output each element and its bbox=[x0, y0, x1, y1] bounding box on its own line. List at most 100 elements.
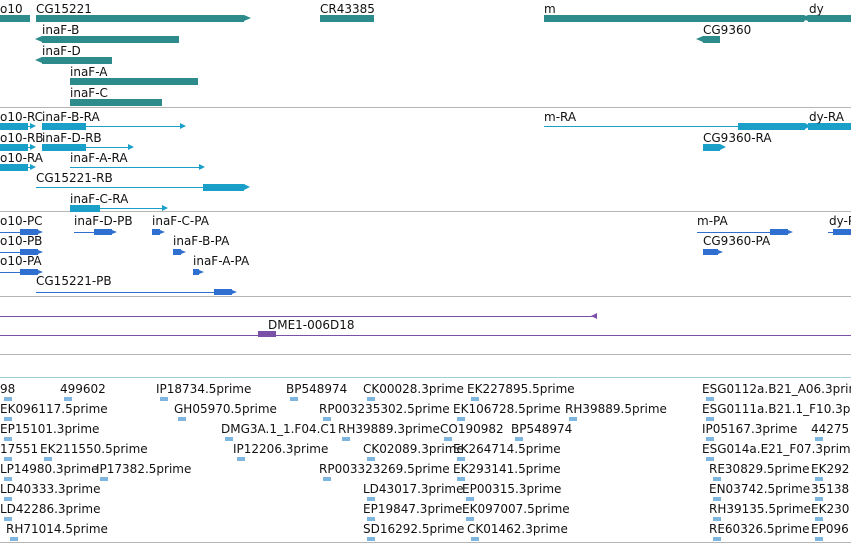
est-label[interactable]: LD40333.3prime bbox=[0, 482, 101, 496]
cds-label[interactable]: m-PA bbox=[697, 214, 728, 228]
est-glyph[interactable] bbox=[178, 417, 186, 421]
est-label[interactable]: SD16292.5prime bbox=[363, 522, 465, 536]
mrna-label[interactable]: CG15221-RB bbox=[36, 171, 113, 185]
est-label[interactable]: BP548974 bbox=[286, 382, 348, 396]
est-label[interactable]: CO190982 bbox=[440, 422, 504, 436]
mrna-exon[interactable] bbox=[808, 123, 851, 130]
est-label[interactable]: EK096117.5prime bbox=[0, 402, 108, 416]
mrna-exon[interactable] bbox=[703, 144, 720, 151]
cds-label[interactable]: inaF-B-PA bbox=[173, 234, 230, 248]
est-label[interactable]: ESG0111a.B21.1_F10.3prime bbox=[702, 402, 851, 416]
gene-label[interactable]: CR43385 bbox=[320, 2, 375, 16]
mrna-label[interactable]: CG9360-RA bbox=[703, 131, 772, 145]
est-label[interactable]: RP003235302.5prime bbox=[319, 402, 450, 416]
est-label[interactable]: DMG3A.1_1.F04.C1 bbox=[221, 422, 337, 436]
gene-label[interactable]: dy bbox=[809, 2, 824, 16]
gene-label[interactable]: o10 bbox=[0, 2, 23, 16]
clone-label[interactable]: DME1-006D18 bbox=[268, 318, 355, 332]
gene-label[interactable]: inaF-B bbox=[42, 23, 80, 37]
est-label[interactable]: RE30829.5prime bbox=[709, 462, 810, 476]
est-glyph[interactable] bbox=[713, 477, 721, 481]
est-glyph[interactable] bbox=[4, 517, 12, 521]
est-glyph[interactable] bbox=[367, 517, 375, 521]
gene-label[interactable]: inaF-C bbox=[70, 86, 108, 100]
cds-label[interactable]: o10-PA bbox=[0, 254, 42, 268]
est-label[interactable]: LD42286.3prime bbox=[0, 502, 101, 516]
clone-line[interactable] bbox=[0, 335, 851, 336]
mrna-exon[interactable] bbox=[738, 123, 805, 130]
est-glyph[interactable] bbox=[10, 537, 18, 541]
cds-block[interactable] bbox=[173, 249, 181, 255]
gene-glyph[interactable] bbox=[70, 78, 198, 85]
est-label[interactable]: LP14980.3prime bbox=[0, 462, 99, 476]
est-label[interactable]: EK293141.5prime bbox=[453, 462, 561, 476]
cds-block[interactable] bbox=[214, 289, 232, 295]
gene-glyph[interactable] bbox=[42, 57, 112, 64]
gene-glyph[interactable] bbox=[808, 15, 851, 22]
mrna-label[interactable]: inaF-A-RA bbox=[70, 151, 128, 165]
est-glyph[interactable] bbox=[457, 457, 465, 461]
gene-label[interactable]: inaF-D bbox=[42, 44, 81, 58]
mrna-exon[interactable] bbox=[0, 123, 28, 130]
mrna-label[interactable]: dy-RA bbox=[809, 110, 844, 124]
est-label[interactable]: EP15101.3prime bbox=[0, 422, 100, 436]
est-label[interactable]: RH71014.5prime bbox=[6, 522, 108, 536]
est-label[interactable]: 35138 bbox=[811, 482, 850, 496]
est-label[interactable]: BP548974 bbox=[511, 422, 573, 436]
cds-label[interactable]: CG9360-PA bbox=[703, 234, 771, 248]
est-glyph[interactable] bbox=[706, 437, 714, 441]
est-label[interactable]: EN03742.5prime bbox=[709, 482, 811, 496]
gene-glyph[interactable] bbox=[320, 15, 374, 22]
est-glyph[interactable] bbox=[815, 537, 823, 541]
est-label[interactable]: EP096 bbox=[811, 522, 849, 536]
est-label[interactable]: 44275 bbox=[811, 422, 850, 436]
est-glyph[interactable] bbox=[367, 497, 375, 501]
cds-block[interactable] bbox=[193, 269, 199, 275]
gene-glyph[interactable] bbox=[70, 99, 162, 106]
est-glyph[interactable] bbox=[323, 417, 331, 421]
est-glyph[interactable] bbox=[64, 397, 72, 401]
est-glyph[interactable] bbox=[290, 397, 298, 401]
est-label[interactable]: ESG0112a.B21_A06.3prime bbox=[702, 382, 851, 396]
gene-glyph[interactable] bbox=[0, 15, 30, 22]
est-glyph[interactable] bbox=[4, 417, 12, 421]
est-glyph[interactable] bbox=[471, 397, 479, 401]
est-label[interactable]: 17551 bbox=[0, 442, 39, 456]
est-glyph[interactable] bbox=[815, 497, 823, 501]
est-glyph[interactable] bbox=[706, 397, 714, 401]
est-label[interactable]: RH39889.5prime bbox=[565, 402, 667, 416]
est-label[interactable]: RH39889.3prime bbox=[338, 422, 440, 436]
cds-label[interactable]: CG15221-PB bbox=[36, 274, 112, 288]
mrna-exon[interactable] bbox=[70, 205, 100, 212]
clone-line[interactable] bbox=[0, 316, 597, 317]
est-label[interactable]: RH39135.5prime bbox=[709, 502, 811, 516]
est-label[interactable]: LD43017.3prime bbox=[363, 482, 464, 496]
est-label[interactable]: IP18734.5prime bbox=[156, 382, 252, 396]
mrna-label[interactable]: m-RA bbox=[544, 110, 577, 124]
est-label[interactable]: GH05970.5prime bbox=[174, 402, 277, 416]
est-glyph[interactable] bbox=[367, 457, 375, 461]
gene-glyph[interactable] bbox=[703, 36, 720, 43]
gene-glyph[interactable] bbox=[544, 15, 804, 22]
cds-block[interactable] bbox=[152, 229, 160, 235]
est-glyph[interactable] bbox=[160, 397, 168, 401]
mrna-exon[interactable] bbox=[42, 144, 86, 151]
est-label[interactable]: EK230 bbox=[811, 502, 850, 516]
gene-glyph[interactable] bbox=[36, 15, 244, 22]
est-glyph[interactable] bbox=[815, 437, 823, 441]
est-label[interactable]: 98 bbox=[0, 382, 16, 396]
est-glyph[interactable] bbox=[706, 417, 714, 421]
est-label[interactable]: IP17382.5prime bbox=[96, 462, 192, 476]
est-label[interactable]: RE60326.5prime bbox=[709, 522, 810, 536]
est-glyph[interactable] bbox=[713, 497, 721, 501]
est-glyph[interactable] bbox=[815, 517, 823, 521]
est-glyph[interactable] bbox=[342, 437, 350, 441]
est-glyph[interactable] bbox=[815, 477, 823, 481]
est-label[interactable]: EK097007.5prime bbox=[462, 502, 570, 516]
est-glyph[interactable] bbox=[4, 437, 12, 441]
est-label[interactable]: IP05167.3prime bbox=[702, 422, 798, 436]
cds-block[interactable] bbox=[770, 229, 788, 235]
est-label[interactable]: EK106728.5prime bbox=[453, 402, 561, 416]
mrna-label[interactable]: o10-RB bbox=[0, 131, 44, 145]
est-label[interactable]: EK264714.5prime bbox=[453, 442, 561, 456]
